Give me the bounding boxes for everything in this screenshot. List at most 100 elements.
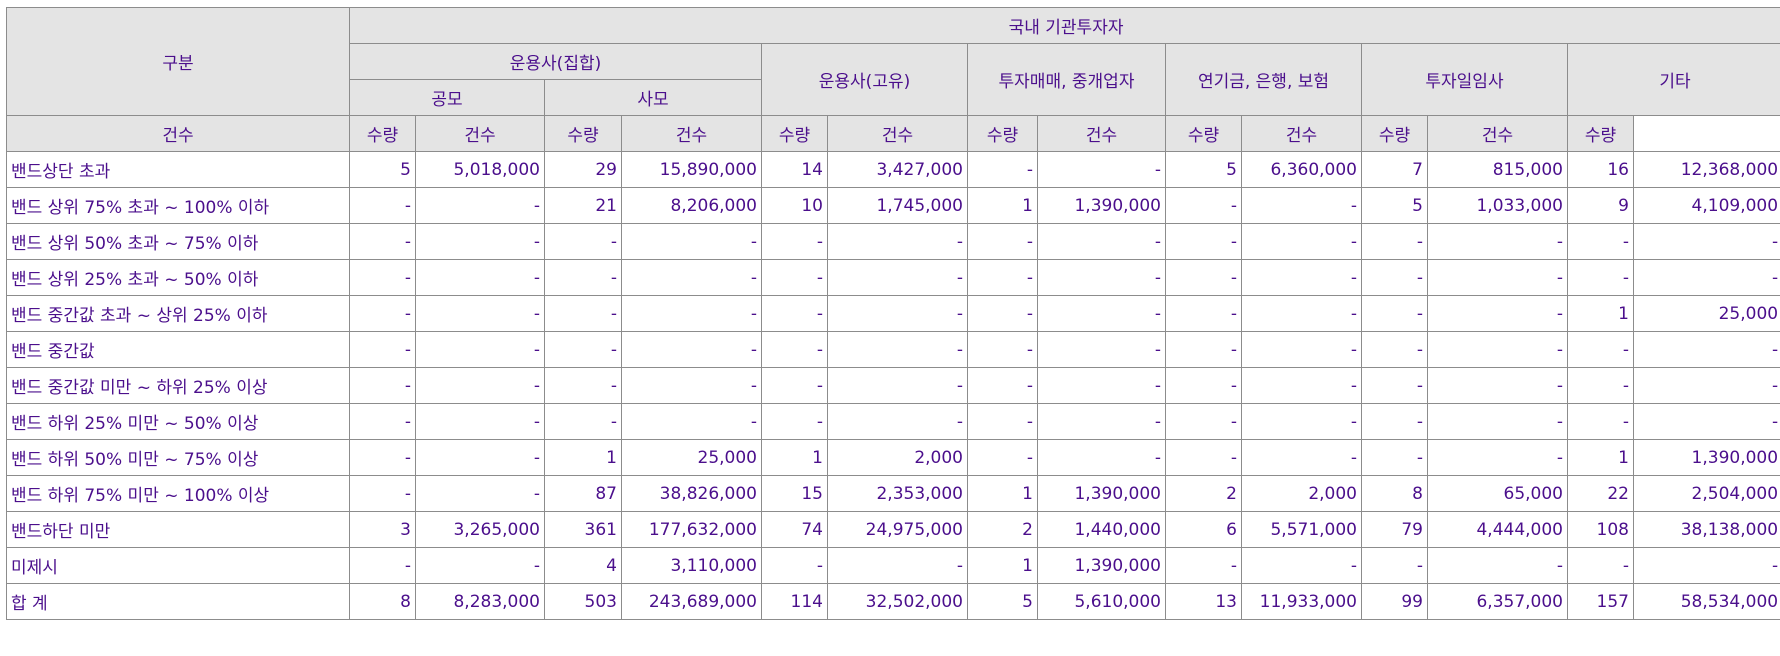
count-cell: - [1165, 259, 1242, 296]
count-cell: 13 [1165, 583, 1242, 620]
row-label: 밴드 중간값 미만 ~ 하위 25% 이상 [6, 367, 350, 404]
count-cell: - [1567, 259, 1634, 296]
count-cell: - [1165, 331, 1242, 368]
header-other: 기타 [1566, 43, 1780, 116]
count-cell: - [1165, 295, 1242, 332]
header-count: 건수 [621, 115, 762, 152]
table-row: 밴드상단 초과 5 5,018,000 29 15,890,000 14 3,427,000… [6, 151, 1780, 188]
count-cell: - [967, 295, 1038, 332]
count-cell: - [349, 295, 416, 332]
count-cell: 5 [967, 583, 1038, 620]
table-row: 밴드 상위 75% 초과 ~ 100% 이하 - -21 8,206,000 10 1,7… [6, 187, 1780, 224]
count-cell: - [1165, 403, 1242, 440]
table-row: 밴드 중간값 미만 ~ 하위 25% 이상 - - - - - - - - - - - - - - [6, 367, 1780, 404]
count-cell: 2 [1165, 475, 1242, 512]
count-cell: - [349, 403, 416, 440]
count-cell: - [761, 547, 828, 584]
quantity-cell: - [1037, 367, 1166, 404]
count-cell: - [967, 439, 1038, 476]
quantity-cell: 3,265,000 [415, 511, 545, 548]
header-count: 건수 [6, 115, 350, 152]
quantity-cell: - [1241, 331, 1362, 368]
count-cell: 8 [1361, 475, 1428, 512]
count-cell: - [349, 547, 416, 584]
count-cell: - [967, 259, 1038, 296]
table-row: 미제시 - -4 3,110,000- -1 1,390,000- - - - - - [6, 547, 1780, 584]
count-cell: - [761, 223, 828, 260]
count-cell: - [761, 367, 828, 404]
count-cell: 1 [967, 475, 1038, 512]
header-quantity: 수량 [1567, 115, 1634, 152]
count-cell: - [544, 403, 622, 440]
count-cell: - [544, 331, 622, 368]
quantity-cell: 2,353,000 [827, 475, 968, 512]
header-quantity: 수량 [761, 115, 828, 152]
count-cell: - [349, 475, 416, 512]
count-cell: - [1165, 223, 1242, 260]
count-cell: - [1361, 439, 1428, 476]
quantity-cell: - [1427, 403, 1568, 440]
quantity-cell: 2,000 [827, 439, 968, 476]
count-cell: 79 [1361, 511, 1428, 548]
quantity-cell: - [415, 439, 545, 476]
quantity-cell: - [1427, 439, 1568, 476]
quantity-cell: - [415, 223, 545, 260]
count-cell: 6 [1165, 511, 1242, 548]
quantity-cell: 5,018,000 [415, 151, 545, 188]
count-cell: - [761, 403, 828, 440]
quantity-cell: 6,357,000 [1427, 583, 1568, 620]
header-discretionary: 투자일임사 [1361, 43, 1568, 116]
quantity-cell: - [1241, 547, 1362, 584]
quantity-cell: - [827, 403, 968, 440]
count-cell: - [967, 403, 1038, 440]
subheader-row: 건수 수량 건수 수량 건수 수량 건수 수량 건수 수량 건수 수량 건수 수… [6, 115, 1780, 152]
quantity-cell: 3,427,000 [827, 151, 968, 188]
quantity-cell: 3,110,000 [621, 547, 762, 584]
table-body: 밴드상단 초과 5 5,018,000 29 15,890,000 14 3,427,000… [6, 151, 1780, 620]
count-cell: - [544, 223, 622, 260]
count-cell: - [1165, 547, 1242, 584]
count-cell: 108 [1567, 511, 1634, 548]
quantity-cell: - [1037, 439, 1166, 476]
quantity-cell: - [827, 259, 968, 296]
quantity-cell: - [415, 295, 545, 332]
quantity-cell: 38,826,000 [621, 475, 762, 512]
header-quantity: 수량 [1165, 115, 1242, 152]
header-quantity: 수량 [544, 115, 622, 152]
row-label: 밴드 중간값 [6, 331, 350, 368]
quantity-cell: 11,933,000 [1241, 583, 1362, 620]
quantity-cell: 38,138,000 [1632, 511, 1780, 548]
count-cell: - [967, 151, 1038, 188]
count-cell: - [1361, 223, 1428, 260]
header-category: 구분 [6, 7, 350, 116]
count-cell: - [1361, 403, 1428, 440]
row-label: 밴드 하위 50% 미만 ~ 75% 이상 [6, 439, 350, 476]
quantity-cell: 15,890,000 [621, 151, 762, 188]
quantity-cell: - [621, 367, 762, 404]
quantity-cell: - [1427, 547, 1568, 584]
count-cell: - [1361, 259, 1428, 296]
row-label: 미제시 [6, 547, 350, 584]
quantity-cell: - [1241, 187, 1362, 224]
header-quantity: 수량 [349, 115, 416, 152]
quantity-cell: - [1427, 259, 1568, 296]
count-cell: - [1361, 547, 1428, 584]
quantity-cell: 24,975,000 [827, 511, 968, 548]
quantity-cell: 243,689,000 [621, 583, 762, 620]
table-row: 합 계 8 8,283,000 503 243,689,000 114 32,502,000… [6, 583, 1780, 620]
quantity-cell: 1,390,000 [1037, 187, 1166, 224]
quantity-cell: 1,440,000 [1037, 511, 1166, 548]
table-row: 밴드 하위 75% 미만 ~ 100% 이상 - -87 38,826,000 15 2,… [6, 475, 1780, 512]
quantity-cell: 1,033,000 [1427, 187, 1568, 224]
quantity-cell: - [1632, 367, 1780, 404]
quantity-cell: - [827, 295, 968, 332]
count-cell: - [1567, 403, 1634, 440]
count-cell: 22 [1567, 475, 1634, 512]
count-cell: - [1567, 331, 1634, 368]
demand-forecast-table: 구분 국내 기관투자자 운용사(집합) 운용사(고유) 투자매매, 중개업자 연… [6, 7, 1780, 620]
quantity-cell: 5,571,000 [1241, 511, 1362, 548]
count-cell: - [967, 367, 1038, 404]
count-cell: - [349, 187, 416, 224]
count-cell: - [544, 259, 622, 296]
header-mgmt-proprietary: 운용사(고유) [761, 43, 968, 116]
